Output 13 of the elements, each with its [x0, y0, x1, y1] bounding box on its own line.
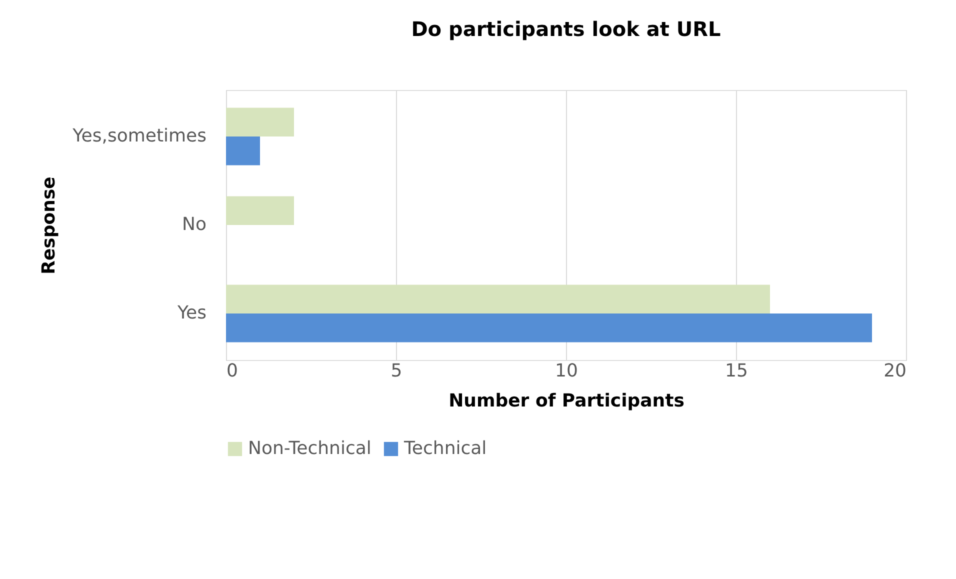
chart-title: Do participants look at URL [411, 17, 722, 41]
y-tick-label: No [182, 214, 206, 235]
legend-label: Non-Technical [248, 438, 372, 459]
x-tick-label: 20 [884, 360, 906, 382]
legend-label: Technical [403, 438, 487, 459]
x-tick-label: 5 [390, 360, 402, 382]
x-tick-label: 15 [725, 360, 748, 382]
x-axis-title: Number of Participants [448, 390, 684, 412]
y-tick-label: Yes [176, 302, 206, 324]
x-tick-label: 0 [226, 360, 238, 382]
y-tick-label: Yes,sometimes [72, 125, 206, 146]
x-tick-label: 10 [555, 360, 578, 382]
y-axis-title: Response [38, 176, 60, 274]
